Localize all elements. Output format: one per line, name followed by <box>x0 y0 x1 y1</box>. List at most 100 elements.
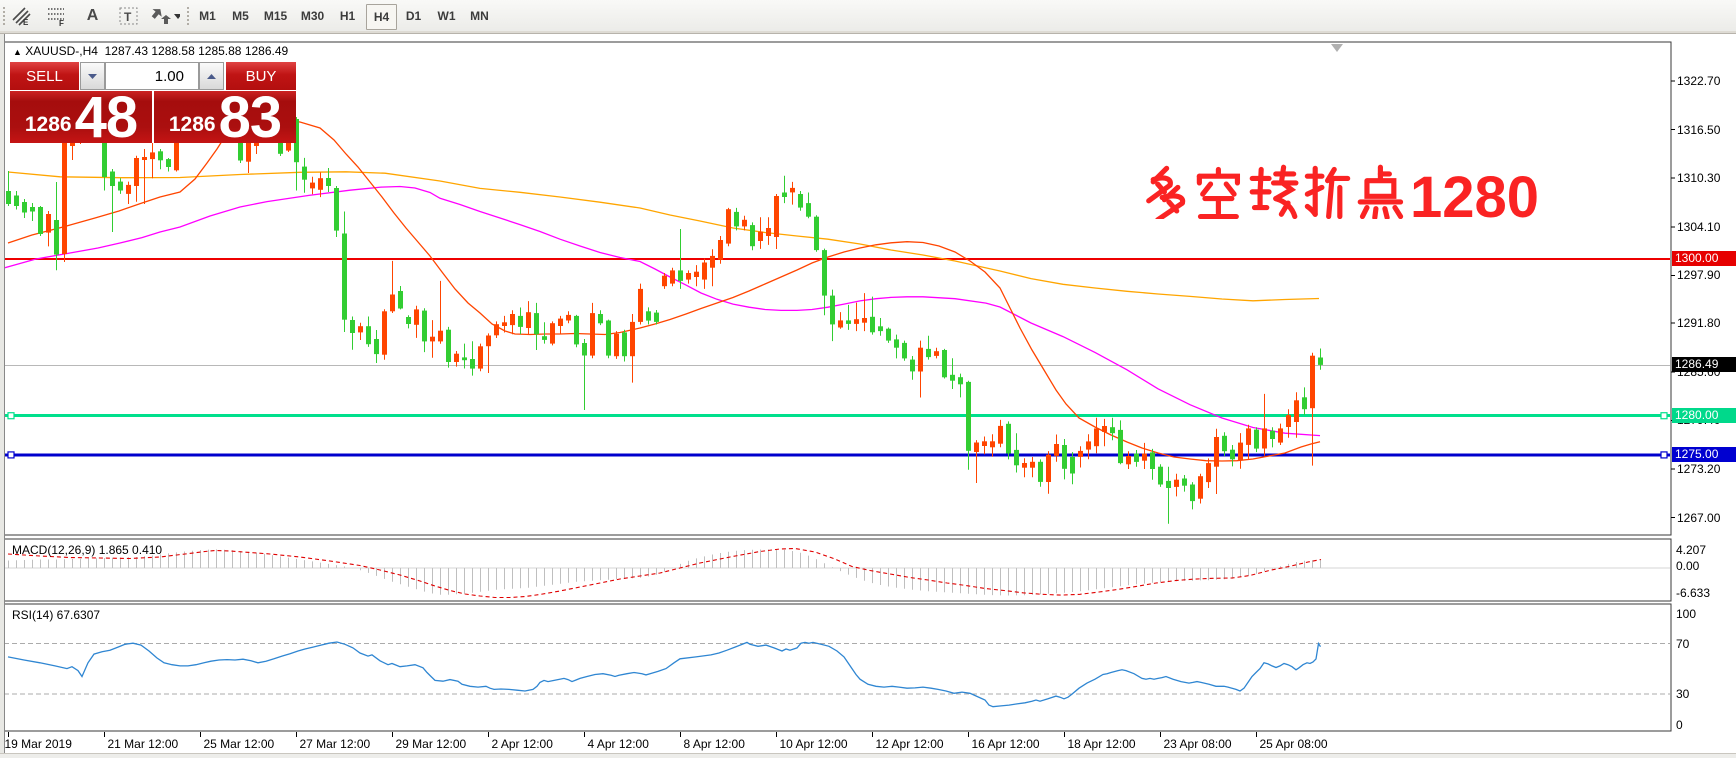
candle-body <box>542 336 547 340</box>
price-tick-label: 1322.70 <box>1677 74 1721 88</box>
candle-body <box>318 178 323 190</box>
text-label-icon[interactable]: A <box>86 7 99 24</box>
candle-body <box>902 342 907 359</box>
candle-body <box>390 294 395 312</box>
candle-body <box>630 321 635 357</box>
candle-body <box>462 357 467 361</box>
time-axis-label: 18 Apr 12:00 <box>1067 737 1136 751</box>
timeframe-h1[interactable]: H1 <box>339 9 356 23</box>
symbol-name: XAUUSD-,H4 <box>25 44 98 58</box>
candle-body <box>358 326 363 333</box>
price-tick-label: 1267.00 <box>1677 510 1721 525</box>
svg-text:T: T <box>124 10 132 24</box>
candle-body <box>558 318 563 326</box>
time-axis-label: 21 Mar 12:00 <box>107 737 179 751</box>
candle-body <box>326 178 331 186</box>
candle-body <box>806 203 811 217</box>
toolbar-separator <box>186 6 190 27</box>
toolbar-drag-handle[interactable] <box>2 6 6 27</box>
candle-body <box>990 441 995 448</box>
timeframe-m30[interactable]: M30 <box>300 9 325 23</box>
candle-body <box>134 158 139 186</box>
timeframe-m5[interactable]: M5 <box>232 9 249 23</box>
price-tick-label: 1291.80 <box>1677 316 1721 331</box>
candle-body <box>726 209 731 244</box>
candle-body <box>1222 435 1227 452</box>
candle-body <box>1046 454 1051 482</box>
candle-body <box>870 316 875 333</box>
candle-body <box>38 207 43 234</box>
time-axis-label: 25 Mar 12:00 <box>203 737 275 751</box>
candle-body <box>1198 476 1203 499</box>
chart-annotation: 多空转折点1280 1280 <box>1142 163 1542 230</box>
rsi-scale-label: 0 <box>1676 718 1683 732</box>
volume-input[interactable]: 1.00 <box>105 62 199 90</box>
candle-body <box>454 353 459 362</box>
timeframe-h4[interactable]: H4 <box>366 4 397 30</box>
candle-body <box>974 442 979 452</box>
shift-marker-icon <box>1331 44 1343 52</box>
candle-body <box>398 291 403 309</box>
fibonacci-icon[interactable]: F <box>44 4 69 28</box>
sell-price-box[interactable]: 1286 48 <box>10 89 152 147</box>
candle-body <box>342 233 347 320</box>
time-axis-label: 23 Apr 08:00 <box>1163 737 1232 751</box>
macd-scale-label: 4.207 <box>1676 542 1707 557</box>
candle-body <box>22 202 27 213</box>
text-box-icon[interactable]: T <box>116 4 141 28</box>
candle-body <box>614 333 619 357</box>
price-tick-label: 1273.20 <box>1677 462 1721 477</box>
candle-body <box>678 270 683 281</box>
candle-body <box>1182 478 1187 486</box>
candle-body <box>910 359 915 372</box>
candle-body <box>1310 355 1315 409</box>
timeframe-m1[interactable]: M1 <box>199 9 216 23</box>
timeframe-mn[interactable]: MN <box>470 9 489 23</box>
rsi-line <box>7 641 1322 708</box>
price-tick-label: 1310.30 <box>1677 171 1721 186</box>
macd-scale-label: 0.00 <box>1676 559 1700 573</box>
rsi-scale-label: 30 <box>1676 687 1690 701</box>
candle-body <box>654 312 659 322</box>
candle-body <box>862 318 867 323</box>
annotation-text: 多空转折点1280 <box>1142 163 1503 235</box>
candle-body <box>166 159 171 167</box>
candle-body <box>102 134 107 177</box>
candle-body <box>582 343 587 356</box>
candle-body <box>518 315 523 327</box>
window-left-edge <box>0 34 5 758</box>
timeframe-w1[interactable]: W1 <box>437 9 456 23</box>
timeframe-d1[interactable]: D1 <box>405 9 422 23</box>
candle-body <box>1102 426 1107 432</box>
candle-body <box>1118 429 1123 464</box>
candle-body <box>702 262 707 280</box>
candle-body <box>742 219 747 227</box>
buy-price-box[interactable]: 1286 83 <box>154 89 296 147</box>
candle-body <box>1318 357 1323 365</box>
rsi-label: RSI(14) 67.6307 <box>12 608 101 622</box>
candle-body <box>438 330 443 342</box>
volume-increase-button[interactable] <box>199 62 224 90</box>
collapse-arrow-icon[interactable]: ▲ <box>13 47 22 57</box>
candle-body <box>526 312 531 328</box>
candle-body <box>174 136 179 171</box>
candle-body <box>958 377 963 385</box>
arrows-tool-button[interactable] <box>148 4 182 28</box>
candle-body <box>486 335 491 347</box>
symbol-header: ▲ XAUUSD-,H4 1287.43 1288.58 1285.88 128… <box>13 44 288 58</box>
candle-body <box>502 322 507 326</box>
buy-price-main: 1286 <box>168 113 216 136</box>
sell-button[interactable]: SELL <box>10 62 79 90</box>
timeframe-m15[interactable]: M15 <box>263 9 288 23</box>
volume-decrease-button[interactable] <box>80 62 105 90</box>
candle-body <box>382 311 387 355</box>
candle-body <box>950 374 955 381</box>
rsi-scale-label: 70 <box>1676 636 1690 651</box>
candle-body <box>830 295 835 325</box>
buy-button[interactable]: BUY <box>226 62 296 90</box>
candle-body <box>918 347 923 372</box>
candle-body <box>1054 444 1059 456</box>
equidistant-channel-icon[interactable]: E <box>8 4 33 28</box>
candle-body <box>62 135 67 254</box>
candle-body <box>998 425 1003 444</box>
